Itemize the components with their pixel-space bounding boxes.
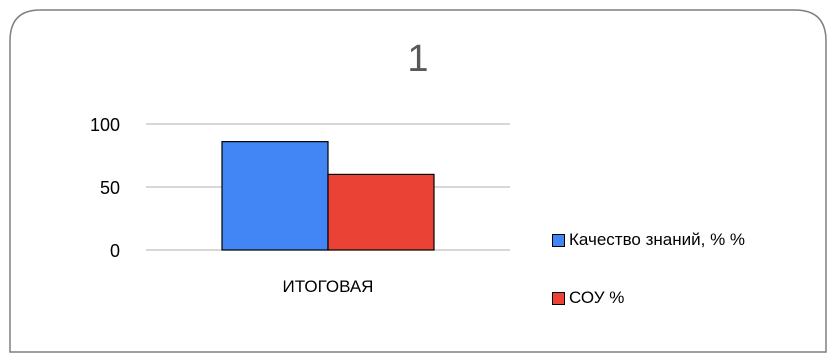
legend-label-quality: Качество знаний, % % xyxy=(569,230,746,249)
bar-sou xyxy=(327,173,435,251)
x-tick-label: ИТОГОВАЯ xyxy=(283,277,374,296)
legend-swatch-sou xyxy=(552,291,565,305)
bar-quality xyxy=(221,141,329,251)
plot-area: 0 50 100 ИТОГОВАЯ xyxy=(90,115,510,296)
y-tick-label-0: 0 xyxy=(110,241,120,261)
legend-item-quality: Качество знаний, % % xyxy=(552,228,745,252)
legend-label-sou: СОУ % xyxy=(569,288,625,307)
y-tick-label-50: 50 xyxy=(100,178,120,198)
legend-item-sou: СОУ % xyxy=(552,286,745,310)
y-tick-label-100: 100 xyxy=(90,115,120,135)
legend: Качество знаний, % % СОУ % xyxy=(552,228,745,344)
legend-swatch-quality xyxy=(552,233,565,247)
